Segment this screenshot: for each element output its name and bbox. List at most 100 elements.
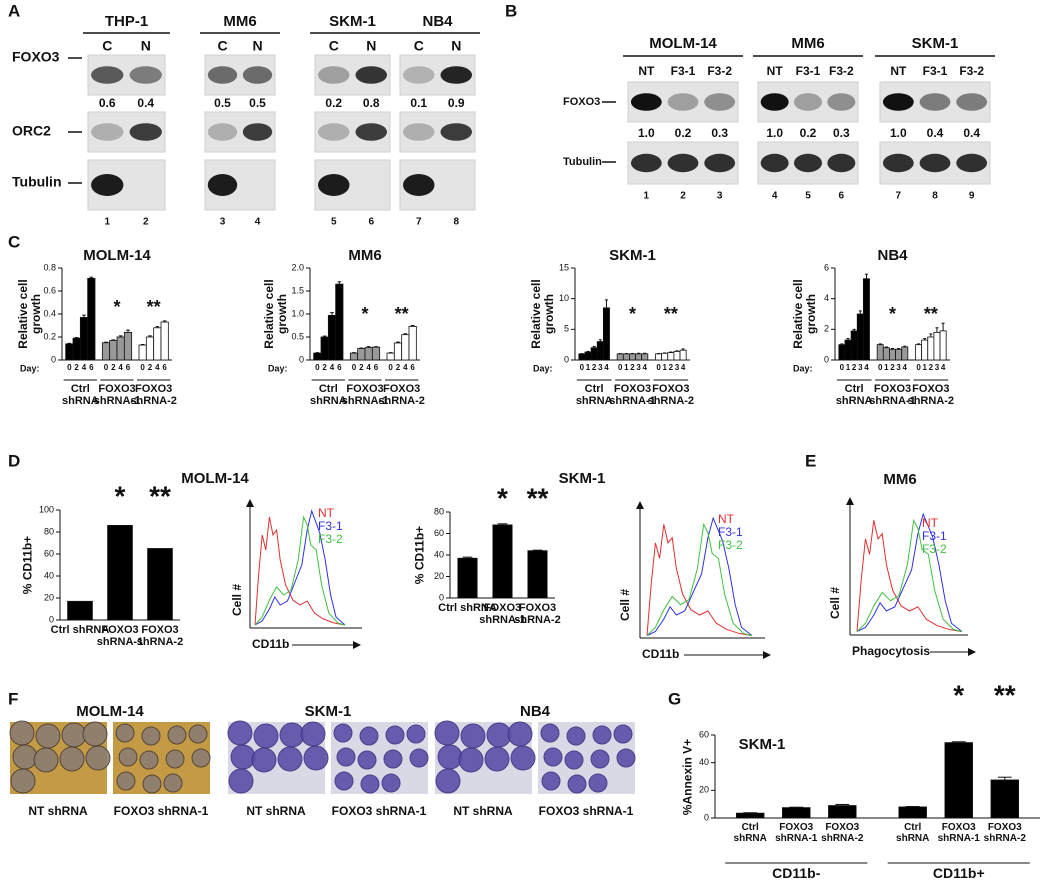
bar (327, 314, 337, 361)
lane-number: 2 (680, 191, 686, 202)
cell (82, 721, 108, 747)
lane-label: C (329, 38, 339, 54)
bar (492, 524, 513, 599)
significance-mark: * (497, 482, 508, 513)
group-label: FOXO3 shRNA-2 (907, 383, 955, 408)
y-tick-label: 5 (564, 324, 569, 334)
cell (541, 771, 561, 791)
bar (386, 352, 395, 361)
y-tick-label: 2 (824, 324, 829, 334)
cell (10, 768, 36, 794)
cell (165, 749, 185, 769)
blot-band (403, 66, 435, 84)
cell (540, 723, 560, 743)
bar (782, 807, 811, 819)
category-label: 4 (604, 363, 609, 372)
histogram: MM6 Cell # Phagocytosis NT F3-1 F3-2 (828, 471, 976, 658)
bar (882, 347, 890, 361)
group-label: Ctrl shRNA (309, 383, 347, 408)
panel-letter: G (668, 689, 681, 708)
category-label: 6 (125, 363, 131, 372)
category-label: 2 (928, 363, 934, 372)
bar (101, 342, 111, 361)
bar (107, 525, 133, 621)
chart-title: SKM-1 (739, 736, 786, 753)
lane-number: 3 (717, 191, 723, 202)
group-label: Ctrl shRNA (61, 383, 99, 408)
category-label: 0 (351, 363, 357, 372)
y-tick-label: 20 (699, 785, 709, 795)
blot-band (318, 123, 350, 141)
legend-entry: F3-1 (718, 525, 743, 539)
panel-letter: A (8, 1, 20, 20)
bar (862, 278, 870, 361)
cell (588, 773, 608, 793)
row-label: Tubulin (563, 156, 602, 168)
lane-label: N (141, 38, 151, 54)
lane-number: 5 (331, 217, 337, 228)
group-label: FOXO3 shRNA-1 (869, 383, 916, 408)
bar (401, 334, 410, 361)
cell (616, 748, 636, 768)
cell (385, 725, 405, 745)
cell (359, 726, 379, 746)
y-tick-label: 0.4 (43, 308, 56, 318)
lane-label: F3-2 (707, 64, 732, 78)
group-label: FOXO3 shRNA-1 (93, 383, 141, 408)
bar (856, 313, 864, 361)
cell (564, 750, 584, 770)
bar (349, 352, 359, 361)
category-label: 4 (155, 363, 160, 372)
bar (393, 342, 403, 361)
y-tick-label: 0.5 (291, 331, 304, 341)
significance-mark: * (113, 297, 120, 317)
y-axis-label: Relative cell growth (790, 279, 818, 349)
cell (142, 774, 162, 794)
micrograph-caption: NT shRNA (28, 804, 88, 818)
category-label: 3 (598, 363, 603, 372)
densitometry-ratio: 1.0 (890, 126, 907, 140)
blot-band (667, 153, 699, 173)
blot-band (207, 174, 238, 196)
group-label: FOXO3 shRNA-2 (647, 383, 695, 408)
cell (227, 720, 253, 746)
micrograph-title: MOLM-14 (76, 703, 144, 720)
significance-mark: * (361, 304, 368, 324)
y-axis-label: % CD11b+ (412, 525, 427, 585)
densitometry-ratio: 0.8 (363, 96, 380, 110)
cell (188, 724, 208, 744)
bar (898, 806, 927, 819)
category-label: 2 (851, 363, 857, 372)
cell (12, 744, 38, 770)
cell (360, 774, 380, 794)
blot-band (827, 93, 856, 111)
category-label: 1 (884, 363, 889, 372)
x-axis-label: Day: (20, 363, 40, 373)
y-tick-label: 1.0 (291, 308, 304, 318)
cell (592, 725, 612, 745)
bar (147, 548, 173, 621)
x-axis-label: CD11b (252, 637, 289, 651)
cell-line-name: MOLM-14 (649, 35, 717, 52)
group-label: CD11b- (772, 865, 821, 881)
bar (145, 336, 155, 361)
lane-label: F3-1 (923, 64, 948, 78)
cell (409, 748, 429, 768)
bar (116, 336, 125, 361)
panel-title: MM6 (883, 471, 916, 488)
bar (109, 340, 118, 361)
y-axis-label: Relative cell growth (261, 279, 289, 349)
bar (850, 330, 858, 361)
legend-entry: F3-2 (922, 542, 947, 556)
category-label: 6 (89, 363, 94, 372)
blot-band (355, 123, 387, 141)
category-label: 0 (617, 363, 623, 372)
category-label: FOXO3 shRNA-2 (514, 602, 561, 627)
lane-label: F3-1 (671, 64, 696, 78)
cell (458, 747, 484, 773)
cell (334, 771, 354, 791)
lane-number: 8 (932, 191, 938, 202)
cell (251, 747, 277, 773)
cell (333, 723, 353, 743)
